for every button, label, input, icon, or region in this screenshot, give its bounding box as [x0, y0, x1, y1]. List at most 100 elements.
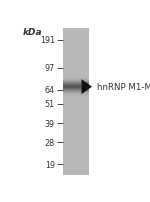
Bar [63, 161, 88, 162]
Bar [63, 35, 88, 36]
Bar [63, 166, 88, 167]
Bar [63, 160, 88, 161]
Bar [63, 130, 88, 131]
Bar [63, 163, 88, 164]
Bar [63, 105, 88, 106]
Text: hnRNP M1-M4: hnRNP M1-M4 [97, 83, 150, 92]
Bar [63, 50, 88, 51]
Bar [63, 90, 88, 91]
Bar [63, 74, 88, 75]
Bar [63, 143, 88, 144]
Bar [63, 41, 88, 42]
Bar [63, 44, 88, 45]
Bar [63, 62, 88, 63]
Bar [63, 149, 88, 150]
Bar [63, 99, 88, 100]
Bar [63, 31, 88, 32]
Bar [63, 147, 88, 148]
Text: 51: 51 [45, 100, 55, 109]
Bar [63, 101, 88, 102]
Text: kDa: kDa [22, 28, 42, 37]
Bar [63, 119, 88, 120]
Bar [63, 95, 88, 96]
Bar [63, 153, 88, 154]
Bar [63, 109, 88, 110]
Bar [63, 48, 88, 49]
Bar [63, 75, 88, 76]
Bar [63, 122, 88, 123]
Bar [63, 124, 88, 125]
Bar [63, 152, 88, 153]
Bar [63, 165, 88, 166]
Bar [63, 118, 88, 119]
Bar [63, 73, 88, 74]
Bar [63, 133, 88, 134]
Bar [63, 85, 88, 86]
Bar [63, 64, 88, 65]
Bar [63, 157, 88, 158]
Bar [63, 104, 88, 105]
Bar [63, 150, 88, 151]
Bar [63, 115, 88, 116]
Bar [63, 158, 88, 159]
Bar [63, 126, 88, 127]
Text: 28: 28 [45, 138, 55, 147]
Bar [63, 169, 88, 170]
Bar [63, 120, 88, 121]
Bar [63, 60, 88, 61]
Bar [63, 153, 88, 154]
Bar [63, 97, 88, 98]
Bar [63, 146, 88, 147]
Bar [63, 156, 88, 157]
Bar [63, 170, 88, 171]
Bar [63, 111, 88, 112]
Bar [63, 89, 88, 90]
Bar [63, 40, 88, 41]
Bar [63, 42, 88, 43]
Bar [63, 43, 88, 44]
Bar [63, 32, 88, 33]
Bar [63, 40, 88, 41]
Bar [63, 58, 88, 59]
Bar [63, 47, 88, 48]
Bar [63, 46, 88, 47]
Bar [63, 127, 88, 128]
Bar [63, 78, 88, 79]
Bar [63, 100, 88, 101]
Bar [63, 48, 88, 49]
Bar [63, 39, 88, 40]
Bar [63, 129, 88, 130]
Bar [63, 92, 88, 93]
Text: 39: 39 [45, 119, 55, 128]
Bar [63, 167, 88, 168]
Bar [63, 93, 88, 94]
Bar [63, 34, 88, 35]
Bar [63, 36, 88, 37]
Polygon shape [82, 80, 92, 95]
Bar [63, 172, 88, 173]
Bar [63, 31, 88, 32]
Bar [63, 32, 88, 33]
Bar [63, 165, 88, 166]
Bar [63, 116, 88, 117]
Bar [63, 35, 88, 36]
Bar [63, 69, 88, 70]
Bar [63, 138, 88, 139]
Bar [63, 63, 88, 64]
Bar [63, 121, 88, 122]
Bar [63, 71, 88, 72]
Bar [63, 156, 88, 157]
Bar [63, 83, 88, 84]
Bar [63, 145, 88, 146]
Bar [63, 103, 88, 104]
Bar [63, 114, 88, 115]
Bar [63, 65, 88, 66]
Bar [63, 146, 88, 147]
Bar [63, 125, 88, 126]
Bar [63, 73, 88, 74]
Bar [63, 67, 88, 68]
Bar [63, 108, 88, 109]
Bar [63, 134, 88, 135]
Bar [63, 137, 88, 138]
Bar [63, 148, 88, 149]
